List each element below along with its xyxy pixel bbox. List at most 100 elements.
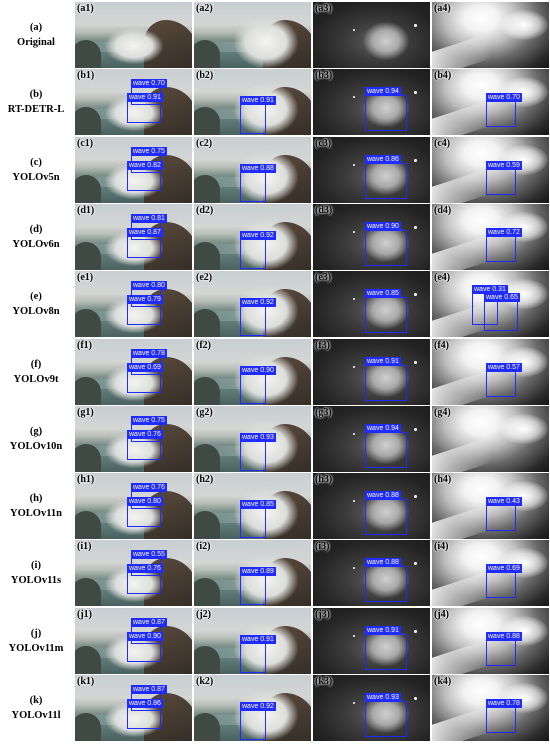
detection-label: wave 0.91 bbox=[365, 625, 401, 635]
detection-label: wave 0.90 bbox=[365, 221, 401, 231]
panel-label: (c4) bbox=[434, 137, 451, 149]
detection-label: wave 0.87 bbox=[127, 227, 163, 237]
figure-row: (e) YOLOv8n wave 0.80 wave 0.79 (e1) wave 0.9… bbox=[0, 271, 550, 338]
panel-label: (a2) bbox=[196, 3, 213, 14]
image-panel: (a3) bbox=[313, 2, 430, 68]
detection-box: wave 0.87 bbox=[127, 227, 163, 258]
detection-box: wave 0.69 bbox=[127, 362, 163, 393]
detection-box: wave 0.78 bbox=[486, 699, 522, 733]
model-name: RT-DETR-L bbox=[7, 104, 65, 116]
panel-label: (d4) bbox=[434, 204, 452, 216]
detection-label: wave 0.81 bbox=[131, 213, 167, 223]
light-point bbox=[353, 500, 355, 503]
image-panel: wave 0.93 (g2) bbox=[194, 405, 311, 472]
detection-box: wave 0.91 bbox=[365, 625, 407, 670]
wave-spray bbox=[432, 705, 492, 741]
panel-label: (f4) bbox=[434, 339, 449, 351]
light-point bbox=[353, 634, 355, 637]
rock-formation bbox=[75, 511, 101, 540]
detection-box: wave 0.57 bbox=[486, 362, 522, 397]
detection-label: wave 0.92 bbox=[240, 298, 276, 308]
panel-label: (k4) bbox=[434, 676, 452, 687]
image-panel: (a2) bbox=[194, 2, 311, 68]
wave-splash bbox=[234, 621, 298, 674]
light-point bbox=[414, 427, 417, 431]
panel-label: (k1) bbox=[77, 676, 95, 687]
panel-label: (e4) bbox=[434, 272, 451, 284]
detection-label: wave 0.79 bbox=[127, 295, 163, 305]
detection-label: wave 0.70 bbox=[486, 93, 522, 103]
row-letter: (e) bbox=[30, 291, 42, 303]
light-glare bbox=[500, 77, 548, 108]
image-panel: wave 0.86 (c3) bbox=[313, 136, 430, 203]
panel-label: (b2) bbox=[196, 70, 214, 82]
model-name: YOLOv9t bbox=[13, 373, 59, 385]
row-letter: (i) bbox=[31, 560, 41, 572]
light-point bbox=[414, 24, 417, 27]
detection-box: wave 0.85 bbox=[365, 289, 407, 334]
panel-label: (c2) bbox=[196, 137, 213, 149]
light-glare bbox=[500, 481, 548, 512]
image-panel: wave 0.59 (c4) bbox=[432, 136, 549, 203]
panel-label: (j3) bbox=[315, 608, 330, 620]
detection-box: wave 0.86 bbox=[365, 154, 407, 199]
detection-label: wave 0.91 bbox=[365, 356, 401, 366]
detection-box: wave 0.76 bbox=[127, 429, 163, 460]
image-panel: wave 0.69 (i4) bbox=[432, 540, 549, 607]
detection-label: wave 0.88 bbox=[486, 631, 522, 641]
detection-box: wave 0.76 bbox=[127, 564, 163, 595]
row-label: (g) YOLOv10n bbox=[0, 406, 72, 472]
detection-label: wave 0.88 bbox=[365, 558, 401, 568]
row-label: (c) YOLOv5n bbox=[0, 137, 72, 203]
light-point bbox=[353, 29, 355, 31]
figure-row: (h) YOLOv11n wave 0.76 wave 0.80 (h1) wave 0.… bbox=[0, 473, 550, 540]
image-panel: wave 0.55 wave 0.76 (i1) bbox=[75, 540, 192, 607]
row-letter: (c) bbox=[30, 156, 42, 168]
panel-label: (d2) bbox=[196, 204, 214, 216]
light-glare bbox=[500, 211, 548, 242]
rock-formation bbox=[75, 40, 101, 68]
row-letter: (g) bbox=[29, 425, 43, 437]
row-label: (d) YOLOv6n bbox=[0, 204, 72, 270]
row-label: (a) Original bbox=[0, 2, 72, 68]
detection-label: wave 0.93 bbox=[240, 432, 276, 442]
detection-label: wave 0.31 bbox=[472, 285, 508, 295]
detection-box: wave 0.90 bbox=[240, 365, 276, 404]
detection-box: wave 0.91 bbox=[240, 634, 276, 673]
image-panel: wave 0.92 (k2) bbox=[194, 675, 311, 741]
figure-row: (b) RT-DETR-L wave 0.70 wave 0.91 (b1) wave 0… bbox=[0, 69, 550, 136]
detection-label: wave 0.91 bbox=[240, 634, 276, 644]
image-panel: wave 0.90 (f2) bbox=[194, 338, 311, 405]
detection-label: wave 0.78 bbox=[486, 699, 522, 708]
wave-spray bbox=[432, 234, 492, 270]
image-panel: wave 0.76 wave 0.80 (h1) bbox=[75, 473, 192, 540]
figure-row: (a) Original (a1) (a2) (a3) (a4) bbox=[0, 2, 550, 68]
detection-label: wave 0.88 bbox=[240, 163, 276, 173]
model-name: YOLOv5n bbox=[12, 171, 60, 183]
image-panel: wave 0.75 wave 0.82 (c1) bbox=[75, 136, 192, 203]
panel-label: (a3) bbox=[315, 3, 332, 14]
row-letter: (a) bbox=[29, 22, 43, 33]
image-panel: (a1) bbox=[75, 2, 192, 68]
detection-box: wave 0.91 bbox=[365, 356, 407, 401]
detection-label: wave 0.78 bbox=[131, 348, 167, 358]
panel-label: (e3) bbox=[315, 272, 332, 284]
row-label: (j) YOLOv11m bbox=[0, 608, 72, 674]
wave-splash bbox=[234, 554, 298, 607]
panel-label: (i2) bbox=[196, 541, 211, 553]
detection-box: wave 0.89 bbox=[240, 567, 276, 606]
detection-box: wave 0.92 bbox=[240, 230, 276, 269]
wave-splash bbox=[234, 150, 298, 203]
wave-spray bbox=[432, 637, 492, 674]
detection-label: wave 0.75 bbox=[131, 415, 167, 425]
detection-box: wave 0.79 bbox=[127, 295, 163, 326]
detection-box: wave 0.88 bbox=[365, 558, 407, 603]
image-panel: wave 0.70 (b4) bbox=[432, 69, 549, 136]
detection-box: wave 0.91 bbox=[127, 93, 163, 124]
rock-formation bbox=[194, 578, 220, 607]
rock-formation bbox=[75, 578, 101, 607]
wave-splash bbox=[234, 217, 298, 270]
panel-label: (k3) bbox=[315, 676, 333, 687]
light-point bbox=[353, 702, 355, 704]
image-panel: wave 0.90 (d3) bbox=[313, 203, 430, 270]
